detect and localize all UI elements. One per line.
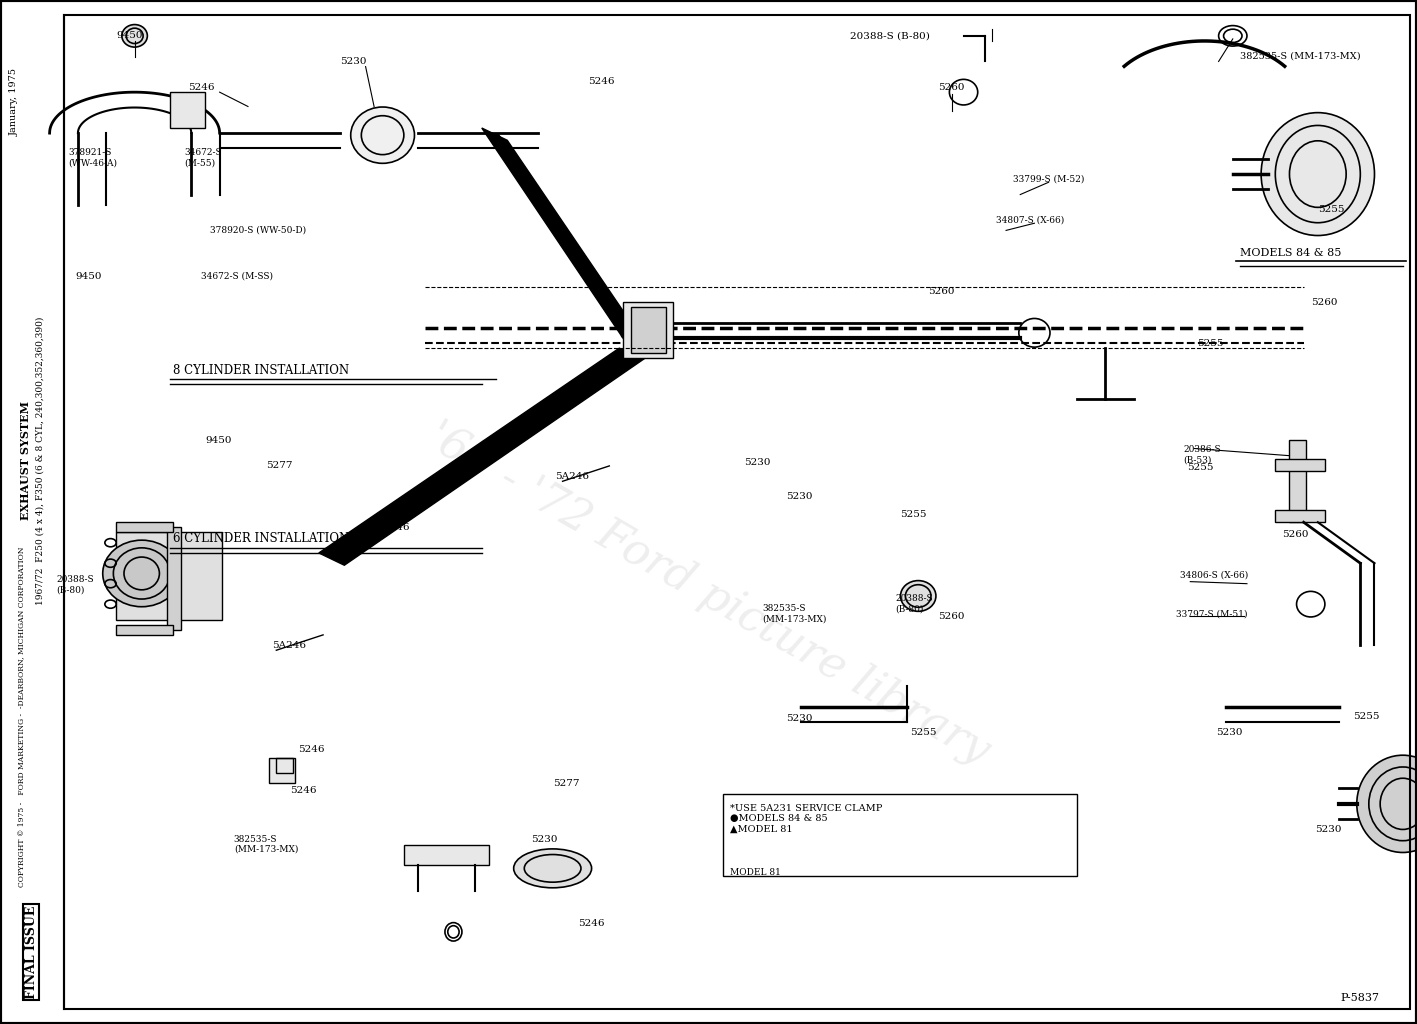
Text: 382535-S
(MM-173-MX): 382535-S (MM-173-MX) — [762, 604, 826, 624]
Polygon shape — [319, 348, 645, 565]
Text: 5246: 5246 — [188, 83, 215, 91]
Text: 33799-S (M-52): 33799-S (M-52) — [1013, 175, 1084, 183]
Text: 5260: 5260 — [928, 288, 955, 296]
Text: MODELS 84 & 85: MODELS 84 & 85 — [1240, 248, 1342, 258]
Text: MODEL 81: MODEL 81 — [730, 868, 781, 877]
Bar — [623, 302, 673, 358]
Bar — [116, 532, 222, 620]
Text: 382535-S (MM-173-MX): 382535-S (MM-173-MX) — [1240, 52, 1360, 60]
Bar — [404, 845, 489, 865]
Text: 34806-S (X-66): 34806-S (X-66) — [1180, 571, 1248, 580]
Text: 5246: 5246 — [298, 745, 324, 754]
Text: 5246: 5246 — [383, 523, 410, 531]
Bar — [1275, 510, 1325, 522]
Text: 20388-S
(B-80): 20388-S (B-80) — [57, 575, 95, 595]
Text: 5255: 5255 — [900, 510, 927, 518]
Text: 9450: 9450 — [75, 272, 102, 281]
Text: 5277: 5277 — [266, 462, 293, 470]
Text: 5260: 5260 — [1311, 298, 1338, 306]
Text: 5246: 5246 — [290, 786, 317, 795]
Text: 378921-S
(WW-46-A): 378921-S (WW-46-A) — [68, 148, 118, 168]
Text: 5246: 5246 — [578, 920, 605, 928]
Bar — [116, 522, 173, 532]
Text: '67 - '72 Ford picture library: '67 - '72 Ford picture library — [419, 415, 998, 773]
Ellipse shape — [122, 25, 147, 47]
Text: 5230: 5230 — [786, 493, 813, 501]
Ellipse shape — [1357, 756, 1417, 852]
Bar — [170, 92, 205, 128]
Text: January, 1975: January, 1975 — [10, 69, 18, 136]
Text: FINAL ISSUE: FINAL ISSUE — [24, 905, 38, 999]
Text: 5277: 5277 — [553, 779, 580, 787]
Text: 5260: 5260 — [1282, 530, 1309, 539]
Text: 378920-S (WW-50-D): 378920-S (WW-50-D) — [210, 226, 306, 234]
Text: 5255: 5255 — [1318, 206, 1345, 214]
Text: 382535-S
(MM-173-MX): 382535-S (MM-173-MX) — [234, 835, 298, 854]
Bar — [269, 758, 295, 783]
Text: 34807-S (X-66): 34807-S (X-66) — [996, 216, 1064, 224]
Text: 33797-S (M-51): 33797-S (M-51) — [1176, 610, 1247, 618]
Text: 5255: 5255 — [1197, 339, 1224, 347]
Text: EXHAUST SYSTEM: EXHAUST SYSTEM — [20, 401, 31, 520]
Text: 5246: 5246 — [588, 78, 615, 86]
Text: 9450: 9450 — [116, 32, 143, 40]
Bar — [116, 625, 173, 635]
Text: 9450: 9450 — [205, 436, 232, 444]
Bar — [276, 758, 293, 773]
Text: 5230: 5230 — [531, 836, 558, 844]
Ellipse shape — [514, 849, 592, 888]
Bar — [167, 527, 181, 630]
Text: 5230: 5230 — [1216, 728, 1243, 736]
Ellipse shape — [351, 108, 415, 163]
Text: 34672-S (M-SS): 34672-S (M-SS) — [201, 272, 273, 281]
Bar — [631, 307, 666, 353]
Text: 20388-S
(B-80): 20388-S (B-80) — [896, 594, 934, 613]
Text: 5255: 5255 — [1187, 464, 1214, 472]
Text: COPYRIGHT © 1975 -   FORD MARKETING -  -DEARBORN, MICHIGAN CORPORATION: COPYRIGHT © 1975 - FORD MARKETING - -DEA… — [17, 547, 26, 887]
Text: 5260: 5260 — [938, 612, 965, 621]
Text: 5A246: 5A246 — [555, 472, 589, 480]
Text: 20388-S (B-80): 20388-S (B-80) — [850, 32, 930, 40]
Text: 5A246: 5A246 — [272, 641, 306, 649]
Ellipse shape — [103, 541, 181, 606]
Text: 6 CYLINDER INSTALLATION: 6 CYLINDER INSTALLATION — [173, 531, 349, 545]
Text: 5230: 5230 — [744, 459, 771, 467]
Text: 5255: 5255 — [910, 728, 937, 736]
Text: *USE 5A231 SERVICE CLAMP
●MODELS 84 & 85
▲MODEL 81: *USE 5A231 SERVICE CLAMP ●MODELS 84 & 85… — [730, 804, 883, 834]
Text: P-5837: P-5837 — [1340, 993, 1380, 1004]
Ellipse shape — [901, 581, 935, 611]
Bar — [723, 794, 1077, 876]
Bar — [1289, 440, 1306, 522]
Text: 20386-S
(B-53): 20386-S (B-53) — [1183, 445, 1221, 465]
Text: 34672-S
(M-55): 34672-S (M-55) — [184, 148, 222, 168]
Ellipse shape — [1261, 113, 1374, 236]
Text: 5230: 5230 — [786, 715, 813, 723]
Bar — [1275, 459, 1325, 471]
Text: 5260: 5260 — [938, 83, 965, 91]
Polygon shape — [482, 128, 652, 353]
Text: 5230: 5230 — [1315, 825, 1342, 834]
Text: 5230: 5230 — [340, 57, 367, 66]
Text: 8 CYLINDER INSTALLATION: 8 CYLINDER INSTALLATION — [173, 364, 349, 377]
Text: 5255: 5255 — [1353, 713, 1380, 721]
Text: 1967/72  F250 (4 x 4), F350 (6 & 8 CYL, 240,300,352,360,390): 1967/72 F250 (4 x 4), F350 (6 & 8 CYL, 2… — [35, 316, 44, 605]
